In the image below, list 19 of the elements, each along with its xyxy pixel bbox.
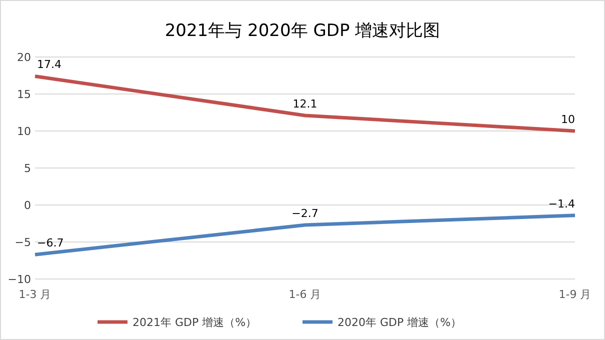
x-tick-label: 1-6 月	[288, 288, 322, 301]
data-label: −1.4	[548, 197, 575, 210]
data-label: 12.1	[292, 97, 318, 110]
y-tick-label: 10	[17, 125, 31, 138]
y-tick-label: 15	[17, 88, 31, 101]
chart-title: 2021年与 2020年 GDP 增速对比图	[164, 21, 440, 41]
y-tick-label: −10	[8, 273, 31, 286]
legend-label: 2021年 GDP 增速（%）	[132, 316, 257, 329]
x-tick-label: 1-3 月	[18, 288, 52, 301]
y-tick-label: −5	[14, 236, 31, 249]
y-tick-label: 0	[24, 199, 31, 212]
data-label: 17.4	[37, 58, 62, 72]
y-tick-label: 5	[24, 162, 31, 175]
data-label: −6.7	[37, 236, 64, 250]
legend-label: 2020年 GDP 增速（%）	[338, 316, 462, 329]
data-label: −2.7	[292, 206, 318, 220]
x-tick-label: 1-9 月	[558, 288, 592, 301]
y-tick-label: 20	[17, 51, 31, 64]
data-label: 10	[561, 113, 575, 126]
